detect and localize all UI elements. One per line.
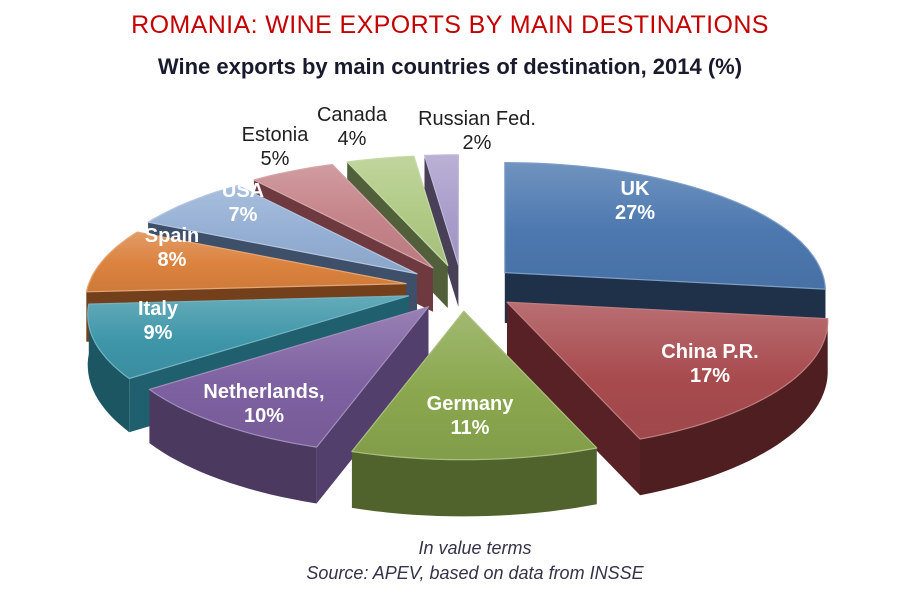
footer-source: Source: APEV, based on data from INSSE [306,563,644,583]
slice-cut-side [424,155,459,307]
slice-cut-side [316,306,429,504]
slice-value-text: 4% [338,128,367,150]
slice-value-text: 8% [158,249,187,271]
slice-label-text: Italy [138,298,179,320]
slice-value-text: 17% [690,365,730,387]
slice-outer-side [87,304,130,433]
slice-value-text: 7% [229,204,258,226]
chart-footer: In value terms Source: APEV, based on da… [25,536,900,586]
slice-top [147,185,418,275]
slice-outer-side [351,448,597,517]
slice-top [148,306,430,448]
slice-label-russian-fed: Russian Fed.2% [418,108,536,154]
slice-value-text: 2% [463,132,492,154]
slice-cut-side [507,302,640,496]
slice-label-text: Germany [427,393,515,415]
slice-label-text: Canada [317,104,388,126]
slice-label-text: USA [222,180,264,202]
page-title: ROMANIA: WINE EXPORTS BY MAIN DESTINATIO… [131,11,769,39]
slice-outer-side [640,318,828,496]
slice-top [506,301,829,440]
slice-label-netherlands: Netherlands,10% [203,381,324,427]
slice-top [423,154,459,266]
slice-top [346,155,449,267]
slice-label-text: China P.R. [661,341,758,363]
pie-slice-germany [351,310,598,517]
footer-note: In value terms [418,538,532,558]
slice-value-text: 11% [451,417,490,439]
slice-top [87,295,409,380]
slice-label-text: Spain [145,225,199,247]
slice-label-text: Russian Fed. [418,108,536,130]
slice-label-text: Estonia [242,124,310,146]
pie-slice-russian-fed [423,154,459,307]
slice-label-china-p-r: China P.R.17% [661,341,758,387]
pie-slice-netherlands [148,306,430,504]
slice-top [351,310,598,461]
slice-value-text: 9% [144,322,173,344]
slice-top [85,231,407,293]
chart-subtitle: Wine exports by main countries of destin… [157,54,743,79]
slice-top [504,162,826,290]
slice-top [253,163,434,269]
slice-label-text: Netherlands, [203,381,324,403]
slice-value-text: 10% [244,405,284,427]
slice-value-text: 5% [261,148,290,170]
slice-outer-side [149,389,317,504]
slice-value-text: 27% [615,202,655,224]
slice-label-text: UK [621,178,650,200]
pie-slice-china-p-r [506,301,829,496]
